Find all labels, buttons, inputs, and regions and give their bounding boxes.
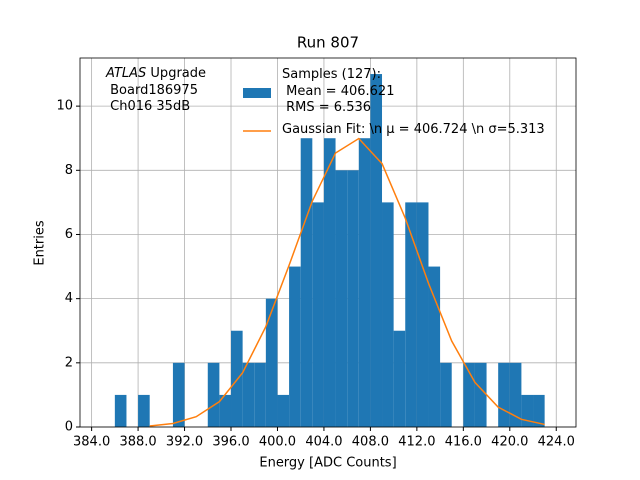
x-tick-label: 392.0: [166, 435, 203, 450]
bar: [172, 362, 185, 427]
bar: [335, 170, 348, 427]
y-tick-label: 2: [65, 355, 73, 370]
bar: [347, 170, 359, 427]
annotation-text: Ch016 35dB: [110, 99, 191, 114]
bar: [370, 74, 383, 427]
y-tick-label: 0: [65, 420, 73, 435]
bar: [428, 266, 441, 427]
fit-line: [149, 137, 545, 427]
x-axis-label: Energy [ADC Counts]: [259, 456, 396, 471]
bar: [382, 202, 394, 427]
bar: [533, 394, 545, 427]
x-tick-label: 384.0: [73, 435, 110, 450]
annotation: ATLAS Upgrade Board186975 Ch016 35dB: [106, 66, 206, 116]
x-tick-label: 396.0: [212, 435, 249, 450]
x-tick-label: 388.0: [119, 435, 156, 450]
bar: [521, 394, 534, 427]
y-tick-label: 6: [65, 227, 73, 242]
bar: [463, 362, 475, 427]
x-tick-label: 404.0: [305, 435, 342, 450]
bar: [219, 394, 232, 427]
bar: [254, 362, 266, 427]
x-tick-label: 424.0: [538, 435, 575, 450]
plot-frame: [79, 57, 577, 428]
bar: [509, 362, 522, 427]
y-axis-label: Entries: [33, 220, 48, 266]
x-tick-label: 420.0: [491, 435, 528, 450]
bar: [289, 266, 301, 427]
bar: [358, 138, 371, 427]
bar: [405, 202, 417, 427]
bar: [138, 394, 150, 427]
x-tick-label: 412.0: [398, 435, 435, 450]
legend-label: Samples (127): Mean = 406.621 RMS = 6.53…: [282, 67, 395, 115]
bar: [474, 362, 487, 427]
x-tick-label: 416.0: [445, 435, 482, 450]
bar: [114, 394, 127, 427]
bar: [207, 362, 220, 427]
bar: [416, 202, 429, 427]
bar: [498, 362, 510, 427]
chart-title: Run 807: [297, 34, 359, 52]
y-tick-label: 8: [65, 163, 73, 178]
annotation-text: Upgrade: [150, 66, 207, 81]
bar: [300, 138, 313, 427]
y-tick-label: 4: [65, 291, 73, 306]
bar: [440, 362, 452, 427]
bar: [277, 394, 290, 427]
x-tick-label: 400.0: [259, 435, 296, 450]
legend-handle: [243, 88, 271, 98]
bar: [393, 330, 406, 427]
x-tick-label: 408.0: [352, 435, 389, 450]
bar: [242, 362, 255, 427]
bar: [323, 138, 336, 427]
annotation-text: ATLAS: [106, 66, 147, 81]
annotation-text: Board186975: [110, 82, 198, 98]
bar: [312, 202, 324, 427]
legend-label: Gaussian Fit: \n μ = 406.724 \n σ=5.313: [282, 122, 545, 137]
y-tick-label: 10: [56, 99, 73, 114]
bar: [265, 298, 278, 427]
